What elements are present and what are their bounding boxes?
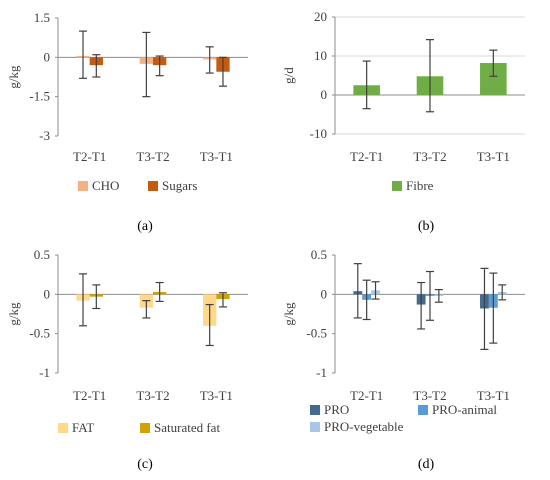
x-category-label: T3-T1	[477, 149, 510, 164]
y-axis-label: g/kg	[6, 302, 21, 326]
y-tick-label: 0.5	[34, 247, 50, 262]
x-category-label: T3-T1	[477, 388, 510, 403]
y-axis-label: g/kg	[281, 302, 296, 326]
chart-panel-c: 0.5 0 -0.5 -1 g/kg T2-T1 T3-T2 T3-T1 FAT Saturate…	[6, 247, 248, 472]
y-tick-label: -1	[39, 365, 50, 380]
chart-panel-b: 20 10 0 -10 g/d T2-T1 T3-T2 T3-T1 Fibre (b)	[281, 9, 525, 234]
legend-swatch	[58, 423, 68, 433]
x-category-label: T3-T1	[200, 149, 233, 164]
legend-swatch	[78, 181, 88, 191]
y-tick-label: -10	[310, 126, 327, 141]
legend-swatch	[310, 422, 320, 432]
x-category-label: T2-T1	[350, 149, 383, 164]
y-tick-label: -0.5	[306, 326, 327, 341]
x-category-label: T3-T2	[136, 388, 169, 403]
y-axis-label: g/d	[281, 67, 296, 84]
x-category-label: T3-T2	[413, 388, 446, 403]
y-tick-label: 0	[321, 87, 328, 102]
x-category-label: T2-T1	[73, 388, 106, 403]
legend-entry: PRO	[324, 402, 349, 417]
y-tick-label: 10	[314, 48, 327, 63]
chart-panel-d: 0.5 0 -0.5 -1 g/kg T2-T1 T3-T2 T3-T1 PRO PRO-anim…	[281, 247, 525, 472]
x-category-label: T3-T1	[200, 388, 233, 403]
legend-swatch	[310, 405, 320, 415]
panel-label: (d)	[418, 457, 435, 472]
y-tick-label: -0.5	[29, 326, 50, 341]
panel-label: (c)	[137, 457, 153, 472]
legend-swatch	[148, 181, 158, 191]
legend-entry: PRO-vegetable	[324, 419, 404, 434]
y-tick-label: 0	[321, 286, 328, 301]
y-axis-label: g/kg	[6, 65, 21, 89]
legend-entry: Fibre	[406, 178, 434, 193]
legend-swatch	[392, 181, 402, 191]
legend-swatch	[140, 423, 150, 433]
legend-entry: Sugars	[162, 178, 197, 193]
legend-entry: PRO-animal	[432, 402, 497, 417]
legend-swatch	[418, 405, 428, 415]
y-tick-label: 1.5	[34, 10, 50, 25]
y-tick-label: 0	[44, 49, 51, 64]
y-tick-label: 20	[314, 9, 327, 24]
y-tick-label: -3	[39, 128, 50, 143]
legend-entry: CHO	[92, 178, 119, 193]
legend-entry: FAT	[72, 420, 94, 435]
legend-entry: Saturated fat	[154, 420, 220, 435]
x-category-label: T2-T1	[350, 388, 383, 403]
y-tick-label: -1.5	[29, 89, 50, 104]
x-category-label: T2-T1	[73, 149, 106, 164]
panel-label: (a)	[137, 219, 153, 234]
y-tick-label: 0.5	[311, 247, 327, 262]
chart-panel-a: 1.5 0 -1.5 -3 g/kg T2-T1 T3-T2 T3-T1 CHO Sugars (a…	[6, 10, 248, 234]
x-category-label: T3-T2	[136, 149, 169, 164]
y-tick-label: -1	[316, 365, 327, 380]
panel-label: (b)	[418, 219, 435, 234]
x-category-label: T3-T2	[413, 149, 446, 164]
y-tick-label: 0	[44, 286, 51, 301]
